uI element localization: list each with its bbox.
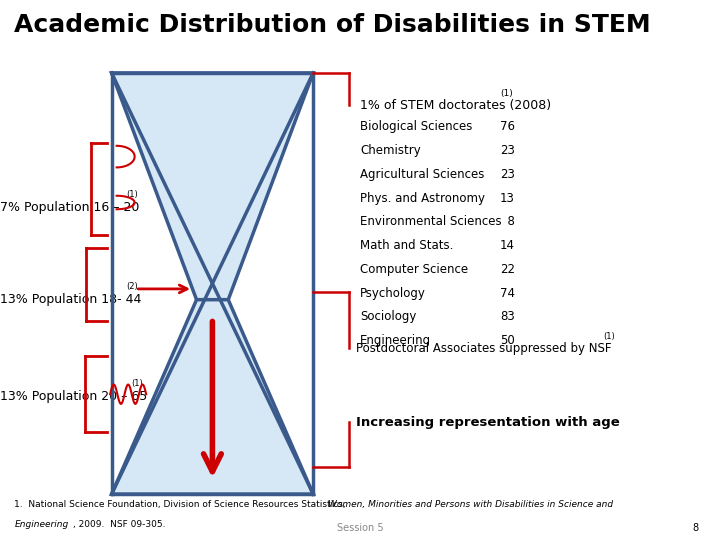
Text: 74: 74 [500, 287, 515, 300]
Text: Women, Minorities and Persons with Disabilities in Science and: Women, Minorities and Persons with Disab… [328, 500, 613, 509]
Text: Postdoctoral Associates suppressed by NSF: Postdoctoral Associates suppressed by NS… [356, 342, 612, 355]
Text: 83: 83 [500, 310, 515, 323]
Text: Psychology: Psychology [360, 287, 426, 300]
Text: 8: 8 [500, 215, 515, 228]
Text: (2): (2) [126, 282, 138, 291]
Text: 13% Population 20 – 65: 13% Population 20 – 65 [0, 390, 151, 403]
Text: 13% Population 18- 44: 13% Population 18- 44 [0, 293, 145, 306]
Polygon shape [112, 300, 313, 494]
Text: (1): (1) [126, 190, 138, 199]
Text: Environmental Sciences: Environmental Sciences [360, 215, 502, 228]
Text: Computer Science: Computer Science [360, 263, 468, 276]
Text: 8: 8 [692, 523, 698, 533]
Text: Math and Stats.: Math and Stats. [360, 239, 454, 252]
Text: 50: 50 [500, 334, 515, 347]
Text: (1): (1) [132, 379, 143, 388]
Text: Engineering: Engineering [360, 334, 431, 347]
Text: 14: 14 [500, 239, 515, 252]
Text: 13: 13 [500, 192, 515, 205]
Text: Agricultural Sciences: Agricultural Sciences [360, 168, 485, 181]
Text: Chemistry: Chemistry [360, 144, 420, 157]
Text: Increasing representation with age: Increasing representation with age [356, 416, 620, 429]
Text: 1% of STEM doctorates (2008): 1% of STEM doctorates (2008) [360, 99, 555, 112]
Text: 76: 76 [500, 120, 515, 133]
Text: Phys. and Astronomy: Phys. and Astronomy [360, 192, 485, 205]
Text: (1): (1) [500, 89, 513, 98]
Text: Session 5: Session 5 [337, 523, 383, 533]
Text: Sociology: Sociology [360, 310, 416, 323]
Polygon shape [112, 73, 313, 300]
Text: 23: 23 [500, 168, 515, 181]
Text: Engineering: Engineering [14, 520, 68, 529]
Text: , 2009.  NSF 09-305.: , 2009. NSF 09-305. [73, 520, 166, 529]
Text: 7% Population 16 – 20: 7% Population 16 – 20 [0, 201, 143, 214]
Text: Academic Distribution of Disabilities in STEM: Academic Distribution of Disabilities in… [14, 14, 651, 37]
Text: (1): (1) [603, 332, 615, 341]
Text: 1.  National Science Foundation, Division of Science Resources Statistics,: 1. National Science Foundation, Division… [14, 500, 349, 509]
Text: Biological Sciences: Biological Sciences [360, 120, 472, 133]
Text: 23: 23 [500, 144, 515, 157]
Text: 22: 22 [500, 263, 515, 276]
